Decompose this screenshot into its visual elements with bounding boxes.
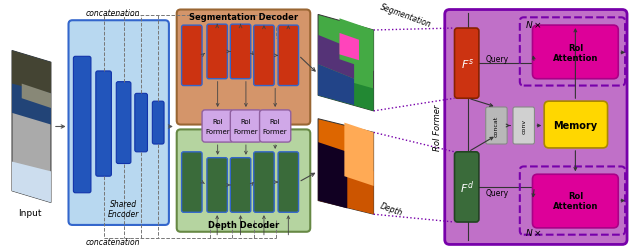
Text: Query: Query [486,188,509,198]
Text: concatenation: concatenation [86,9,141,18]
Text: Input: Input [18,208,41,217]
Text: conv: conv [521,118,526,134]
FancyBboxPatch shape [278,152,298,212]
Text: Segmentation: Segmentation [378,3,432,30]
FancyBboxPatch shape [202,110,233,142]
Text: Shared
Encoder: Shared Encoder [108,199,139,218]
Polygon shape [12,51,51,125]
FancyBboxPatch shape [278,26,298,86]
Polygon shape [339,34,359,61]
Text: $N\times$: $N\times$ [525,18,541,30]
FancyBboxPatch shape [486,108,507,144]
FancyBboxPatch shape [253,26,274,86]
Polygon shape [12,51,51,94]
FancyBboxPatch shape [513,108,534,144]
Text: RoI: RoI [270,119,280,125]
Text: $F^s$: $F^s$ [461,57,474,71]
Text: RoI: RoI [212,119,223,125]
Polygon shape [12,162,51,203]
FancyBboxPatch shape [207,25,227,80]
Text: Former: Former [234,128,258,134]
FancyBboxPatch shape [207,158,227,212]
Text: $N\times$: $N\times$ [525,226,541,237]
FancyBboxPatch shape [532,26,618,80]
FancyBboxPatch shape [454,152,479,222]
Text: RoI
Attention: RoI Attention [553,191,598,210]
Text: RoI: RoI [241,119,252,125]
Text: Segmentation Decoder: Segmentation Decoder [189,13,298,22]
Polygon shape [318,142,348,208]
FancyBboxPatch shape [253,152,274,212]
FancyBboxPatch shape [68,21,169,225]
Polygon shape [318,157,374,214]
Text: concatenation: concatenation [86,237,141,246]
FancyBboxPatch shape [230,25,251,80]
Polygon shape [318,65,354,106]
FancyBboxPatch shape [260,110,291,142]
Text: Depth: Depth [378,200,404,217]
FancyBboxPatch shape [230,158,251,212]
Text: $F^d$: $F^d$ [460,179,474,196]
Polygon shape [12,51,51,203]
Text: Former: Former [263,128,287,134]
FancyBboxPatch shape [96,72,111,176]
FancyBboxPatch shape [74,57,91,193]
Polygon shape [318,15,374,112]
FancyBboxPatch shape [116,82,131,164]
Text: Depth Decoder: Depth Decoder [209,220,280,230]
FancyBboxPatch shape [177,10,310,125]
Polygon shape [318,36,354,80]
FancyBboxPatch shape [230,110,262,142]
Text: RoI
Attention: RoI Attention [553,44,598,63]
FancyBboxPatch shape [532,174,618,228]
Text: Query: Query [486,54,509,64]
FancyBboxPatch shape [135,94,147,152]
FancyBboxPatch shape [177,130,310,232]
Text: Memory: Memory [554,120,598,130]
Polygon shape [344,123,374,186]
FancyBboxPatch shape [454,29,479,99]
FancyBboxPatch shape [152,102,164,144]
Text: RoI Former: RoI Former [433,104,442,150]
FancyBboxPatch shape [182,26,202,86]
FancyBboxPatch shape [182,152,202,212]
FancyBboxPatch shape [445,10,627,244]
Polygon shape [339,19,374,72]
Polygon shape [318,74,374,112]
Polygon shape [318,119,374,214]
Polygon shape [22,84,51,108]
Text: concat: concat [494,116,499,136]
FancyBboxPatch shape [544,102,607,148]
Text: Former: Former [205,128,230,134]
